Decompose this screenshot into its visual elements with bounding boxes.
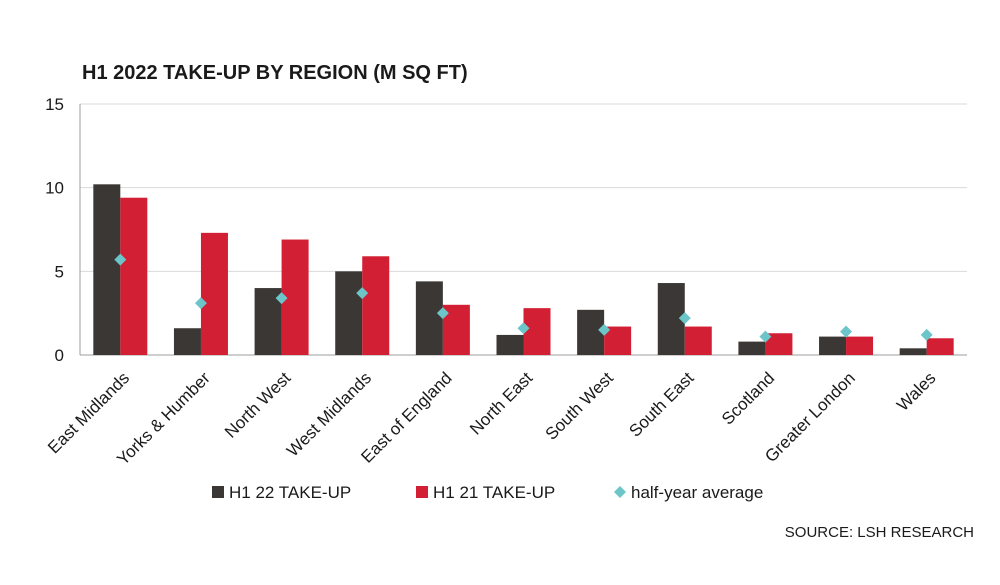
bar-h1-22: [496, 334, 524, 355]
source-note: SOURCE: LSH RESEARCH: [784, 524, 974, 541]
bar-h1-21: [120, 197, 148, 355]
legend-item: H1 22 TAKE-UP: [212, 483, 351, 502]
bar-h1-22: [335, 271, 363, 355]
x-tick-label: North East: [466, 368, 536, 438]
average-marker: [920, 328, 933, 341]
average-marker: [436, 307, 449, 320]
legend: H1 22 TAKE-UP H1 21 TAKE-UP half-year aver…: [212, 483, 763, 502]
x-tick-label: East Midlands: [44, 368, 133, 457]
legend-label: half-year average: [631, 483, 763, 502]
bar-h1-22: [819, 336, 847, 355]
y-axis-ticks: 0 5 10 15: [45, 95, 64, 365]
bar-h1-22: [93, 184, 121, 355]
bar-h1-21: [846, 336, 874, 355]
bar-h1-22: [899, 348, 927, 355]
average-marker: [275, 292, 288, 305]
legend-label: H1 22 TAKE-UP: [229, 483, 351, 502]
average-marker: [759, 330, 772, 343]
x-tick-label: West Midlands: [283, 368, 375, 460]
legend-swatch: [614, 486, 626, 498]
average-marker: [678, 312, 691, 325]
average-markers: [114, 253, 933, 343]
legend-swatch: [212, 486, 224, 498]
bar-h1-21: [926, 338, 954, 355]
bar-h1-21: [765, 333, 793, 355]
x-tick-label: South East: [625, 368, 697, 440]
average-marker: [114, 253, 127, 266]
bar-h1-22: [577, 309, 605, 355]
x-tick-label: Wales: [893, 368, 939, 414]
average-marker: [517, 322, 530, 335]
bar-h1-22: [415, 281, 443, 355]
y-tick-label: 10: [45, 179, 64, 198]
x-tick-label: South West: [542, 368, 618, 444]
average-marker: [194, 297, 207, 310]
average-marker: [356, 287, 369, 300]
chart-title: H1 2022 TAKE-UP BY REGION (M SQ FT): [82, 62, 468, 84]
y-tick-label: 0: [55, 346, 64, 365]
y-tick-label: 5: [55, 262, 64, 281]
bar-h1-22: [738, 341, 766, 355]
x-tick-label: Scotland: [718, 368, 778, 428]
bar-h1-21: [684, 326, 712, 355]
legend-item: H1 21 TAKE-UP: [416, 483, 555, 502]
bar-h1-21: [200, 232, 228, 355]
bar-h1-22: [173, 328, 201, 355]
legend-swatch: [416, 486, 428, 498]
legend-label: H1 21 TAKE-UP: [433, 483, 555, 502]
average-marker: [840, 325, 853, 338]
x-tick-label: North West: [221, 368, 295, 442]
legend-item: half-year average: [614, 483, 763, 502]
bar-h1-21: [523, 308, 551, 355]
average-marker: [598, 323, 611, 336]
y-tick-label: 15: [45, 95, 64, 114]
bar-h1-21: [362, 256, 390, 355]
bars: [93, 184, 954, 355]
